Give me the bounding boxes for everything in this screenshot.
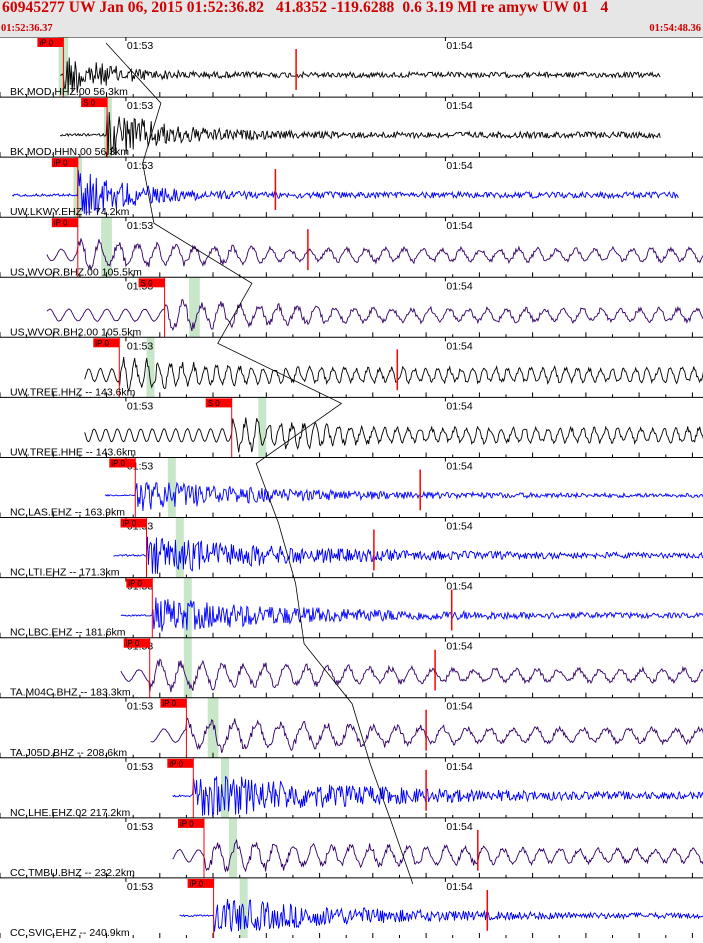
minute-tick-label: 01:53 <box>127 100 153 112</box>
minute-tick-label: 01:54 <box>446 280 472 292</box>
seismic-trace <box>105 483 703 511</box>
minute-tick-label: 01:53 <box>127 701 153 713</box>
pick-label: iP 0 <box>180 819 194 828</box>
seismic-trace <box>121 659 703 692</box>
seismic-trace <box>47 300 703 331</box>
minute-tick-label: 01:54 <box>446 40 472 52</box>
trace-label: US.WVOR.BHZ.00 105.5km <box>10 266 142 278</box>
minute-tick-label: 01:54 <box>446 881 472 893</box>
trace-label: NC.LHE.EHZ.02 217.2km <box>10 807 130 819</box>
minute-tick-label: 01:54 <box>446 461 472 473</box>
minute-tick-label: 01:54 <box>446 521 472 533</box>
pick-label: S 0 <box>83 99 96 108</box>
header-bar: 60945277 UW Jan 06, 2015 01:52:36.82 41.… <box>0 0 703 37</box>
minute-tick-label: 01:53 <box>127 160 153 172</box>
minute-tick-label: 01:54 <box>446 100 472 112</box>
seismic-trace <box>85 418 703 453</box>
trace-label: BK.MOD.HHN.00 56.3km <box>10 146 129 158</box>
trace-label: US.WVOR.BH2.00 105.5km <box>10 326 142 338</box>
trace-label: CC.SVIC.EHZ -- 240.9km <box>10 927 130 938</box>
seismic-trace <box>121 598 703 632</box>
pick-label: S 0 <box>141 279 154 288</box>
pick-window <box>189 277 200 337</box>
seismogram-svg: 01:53 01:54 iP 0 BK.MOD.HHZ.00 56.3km 01:53 0… <box>0 37 703 938</box>
pick-label: iP 0 <box>111 459 125 468</box>
trace-label: TA.M04C.BHZ -- 183.3km <box>10 687 131 699</box>
pick-label: iP 0 <box>123 519 137 528</box>
minute-tick-label: 01:54 <box>446 400 472 412</box>
pick-label: iP 0 <box>39 39 53 48</box>
event-title: 60945277 UW Jan 06, 2015 01:52:36.82 41.… <box>2 0 608 17</box>
pick-window <box>229 818 237 878</box>
pick-window <box>184 638 192 698</box>
seismic-trace <box>60 58 660 93</box>
seismic-trace <box>47 238 703 269</box>
minute-tick-label: 01:54 <box>446 701 472 713</box>
pick-label: iP 0 <box>126 639 140 648</box>
pick-label: iP 0 <box>95 339 109 348</box>
minute-tick-label: 01:54 <box>446 641 472 653</box>
minute-tick-label: 01:53 <box>127 340 153 352</box>
trace-label: NC.LTI.EHZ -- 171.3km <box>10 567 120 579</box>
trace-label: UW.TREE.HHE -- 143.6km <box>10 447 136 459</box>
pick-label: S 0 <box>208 399 221 408</box>
pick-label: iP 0 <box>54 219 68 228</box>
minute-tick-label: 01:54 <box>446 581 472 593</box>
seismic-trace <box>85 357 703 391</box>
minute-tick-label: 01:54 <box>446 160 472 172</box>
seismic-trace <box>113 537 703 574</box>
seismic-trace <box>173 840 703 872</box>
trace-label: NC.LBC.EHZ -- 181.6km <box>10 627 126 639</box>
minute-tick-label: 01:54 <box>446 761 472 773</box>
pick-label: iP 0 <box>128 579 142 588</box>
trace-label: UW.TREE.HHZ -- 143.6km <box>10 386 136 398</box>
seismic-trace <box>173 776 703 816</box>
pick-label: iP 0 <box>169 759 183 768</box>
pick-window <box>168 458 176 518</box>
start-time-label: 01:52:36.37 <box>1 23 53 34</box>
seismic-trace <box>180 899 703 932</box>
minute-tick-label: 01:54 <box>446 821 472 833</box>
pick-label: iP 0 <box>162 699 176 708</box>
minute-tick-label: 01:53 <box>127 761 153 773</box>
trace-label: BK.MOD.HHZ.00 56.3km <box>10 86 128 98</box>
minute-tick-label: 01:53 <box>127 821 153 833</box>
minute-tick-label: 01:54 <box>446 220 472 232</box>
minute-tick-label: 01:53 <box>127 220 153 232</box>
minute-tick-label: 01:53 <box>127 400 153 412</box>
seismic-trace <box>60 112 660 155</box>
seismogram-panel: 01:53 01:54 iP 0 BK.MOD.HHZ.00 56.3km 01:53 0… <box>0 37 703 938</box>
trace-label: TA.J05D.BHZ -- 208.6km <box>10 747 127 759</box>
pick-label: iP 0 <box>54 159 68 168</box>
trace-label: NC.LAS.EHZ -- 163.9km <box>10 507 125 519</box>
end-time-label: 01:54:48.36 <box>649 23 701 34</box>
minute-tick-label: 01:53 <box>127 881 153 893</box>
minute-tick-label: 01:53 <box>127 40 153 52</box>
pick-label: iP 0 <box>190 879 204 888</box>
minute-tick-label: 01:54 <box>446 340 472 352</box>
trace-label: UW.LKWY.EHZ -- 74.2km <box>10 206 130 218</box>
trace-label: CC.TMBU.BHZ -- 232.2km <box>10 867 135 879</box>
